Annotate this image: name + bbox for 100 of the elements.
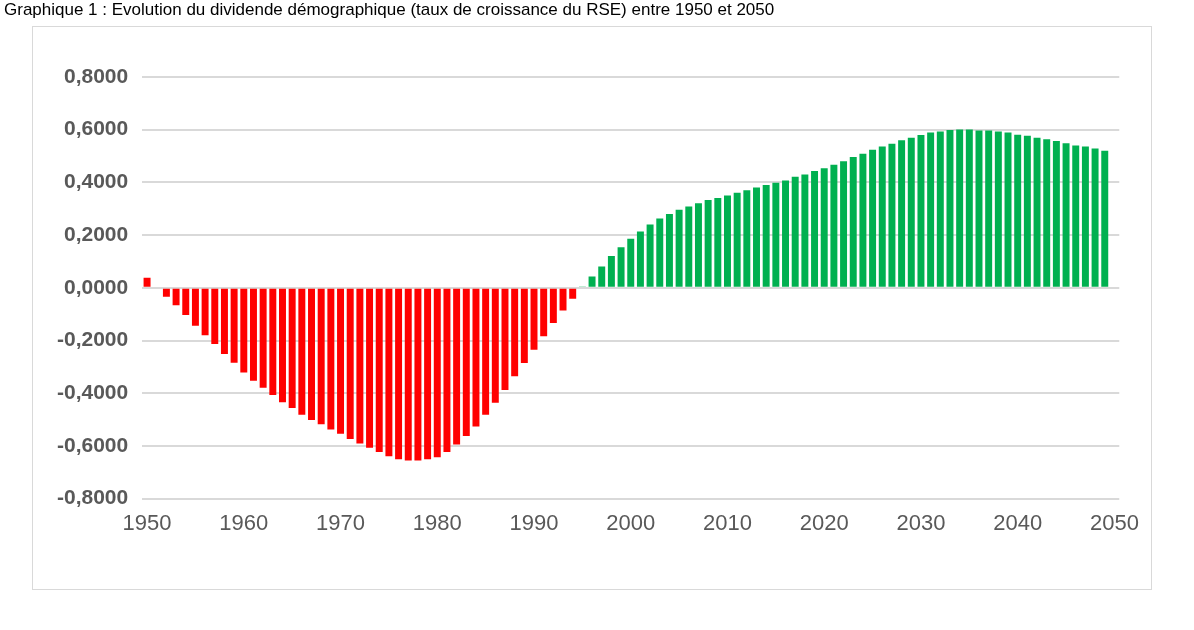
bar [714, 197, 722, 287]
bar [279, 288, 286, 403]
bar [965, 129, 973, 287]
bar [511, 288, 519, 377]
y-tick-label: -0,2000 [56, 327, 129, 351]
bar [598, 266, 606, 287]
x-tick-label: 1970 [316, 509, 366, 535]
bar [907, 137, 915, 287]
bar [395, 288, 403, 460]
bar [162, 288, 170, 297]
bar [549, 288, 557, 324]
x-tick-label: 2050 [1089, 509, 1139, 535]
bar [646, 224, 654, 287]
bar [762, 185, 770, 287]
bar [201, 288, 209, 336]
bar [317, 288, 325, 425]
bar [772, 182, 780, 287]
bar [375, 288, 383, 452]
bar [694, 203, 702, 287]
bar [888, 143, 896, 287]
bar [385, 288, 393, 457]
bar [936, 131, 944, 287]
chart-title: Graphique 1 : Evolution du dividende démographique (taux de croissance du RSE) entre 1950 et 2050 [4, 0, 775, 20]
bar [849, 157, 857, 287]
bar [878, 146, 886, 287]
bar [172, 288, 180, 306]
bar [1072, 145, 1080, 287]
bar [733, 192, 741, 287]
x-tick-label: 2030 [896, 509, 946, 535]
bar [462, 288, 470, 436]
bar [520, 288, 528, 363]
bar [1004, 132, 1012, 287]
bar [985, 130, 993, 287]
bar [1062, 143, 1070, 287]
bar [724, 195, 731, 287]
bar [1014, 134, 1022, 287]
y-tick-label: -0,6000 [56, 432, 129, 456]
bar [1081, 146, 1089, 287]
bar [617, 247, 625, 287]
bar [491, 288, 499, 403]
bar [627, 238, 635, 287]
x-tick-label: 1950 [122, 509, 172, 535]
x-tick-label: 2040 [993, 509, 1043, 535]
bar [820, 168, 828, 287]
x-tick-label: 2020 [799, 509, 849, 535]
bar [327, 288, 335, 430]
x-tick-label: 1980 [412, 509, 462, 535]
y-tick-label: 0,0000 [63, 274, 129, 298]
bar [424, 288, 432, 460]
bar [404, 288, 412, 461]
bar [994, 131, 1002, 287]
bar [791, 176, 799, 287]
bar [607, 255, 615, 287]
bar [540, 288, 548, 337]
bar [1033, 137, 1041, 287]
bar [830, 164, 838, 287]
y-tick-label: 0,4000 [63, 169, 129, 193]
y-tick-label: -0,4000 [56, 380, 129, 403]
bar [182, 288, 190, 315]
bar [433, 288, 441, 458]
bar [259, 288, 267, 388]
bar [917, 134, 925, 287]
bar [414, 288, 422, 461]
bar [443, 288, 451, 452]
bar [704, 200, 712, 287]
x-tick-label: 1960 [219, 509, 269, 535]
bar [1023, 135, 1031, 287]
bar [636, 231, 644, 287]
bar [1043, 139, 1051, 287]
x-tick-label: 2000 [606, 509, 656, 535]
y-tick-label: -0,8000 [56, 485, 129, 509]
bar [675, 209, 683, 287]
bar [753, 187, 760, 287]
bar [453, 288, 461, 445]
bar [782, 180, 790, 287]
bar [801, 174, 809, 287]
bar [472, 288, 480, 427]
x-tick-label: 1990 [509, 509, 559, 535]
bar [143, 277, 151, 287]
bar [656, 218, 664, 287]
bar [366, 288, 374, 448]
bar [240, 288, 248, 373]
bar [956, 129, 964, 287]
bar [927, 132, 935, 287]
bar [220, 288, 228, 354]
bar [869, 149, 877, 287]
y-tick-label: 0,2000 [63, 221, 129, 245]
bar [1091, 148, 1099, 287]
bar [337, 288, 345, 434]
bar [685, 206, 693, 287]
x-tick-label: 2010 [703, 509, 752, 535]
bar [308, 288, 315, 421]
bar [665, 214, 673, 287]
y-tick-label: 0,8000 [63, 63, 129, 87]
bar [269, 288, 277, 396]
bar [946, 129, 954, 287]
bar [811, 171, 819, 287]
bar [482, 288, 490, 415]
bar [743, 190, 751, 287]
bar [288, 288, 296, 408]
